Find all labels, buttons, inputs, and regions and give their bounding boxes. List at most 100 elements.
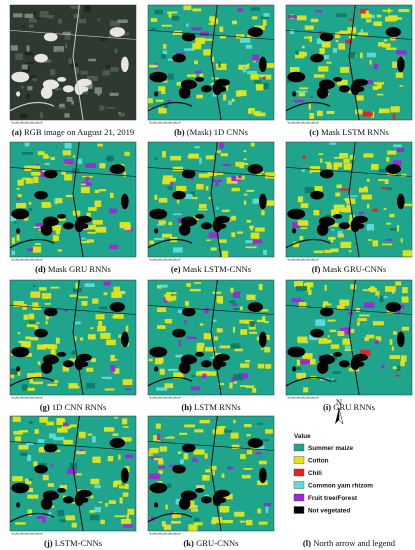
field-patch (242, 66, 247, 73)
field-patch (377, 42, 385, 47)
field-patch (389, 355, 400, 360)
field-patch (27, 454, 32, 461)
field-patch (28, 478, 33, 481)
field-patch (217, 297, 224, 304)
field-patch (244, 424, 252, 428)
field-patch (230, 287, 234, 293)
field-patch (47, 383, 58, 386)
field-patch (194, 429, 204, 433)
field-patch (157, 481, 163, 485)
field-patch (329, 329, 337, 333)
field-patch (392, 113, 396, 121)
panel-letter: (c) (309, 127, 319, 137)
settlement (178, 361, 191, 374)
field-patch (155, 358, 163, 365)
field-patch (233, 307, 242, 310)
field-patch (342, 338, 352, 345)
field-patch (210, 356, 217, 359)
field-patch (165, 504, 168, 510)
field-patch (216, 328, 223, 333)
field-patch (21, 177, 30, 180)
field-patch (261, 210, 265, 216)
field-patch (234, 511, 245, 517)
field-patch (97, 143, 103, 147)
field-patch (109, 208, 117, 214)
field-patch (335, 192, 341, 197)
field-patch (95, 314, 105, 320)
field-patch (263, 74, 272, 80)
field-patch (246, 433, 251, 437)
field-patch (32, 302, 39, 308)
field-patch (12, 416, 21, 422)
settlement (149, 346, 168, 358)
field-patch (297, 196, 304, 203)
settlement (154, 228, 159, 234)
field-patch (16, 197, 20, 201)
legend-swatch (293, 468, 305, 477)
panel-caption: (d) Mask GRU RNNs (35, 264, 111, 274)
field-patch (296, 90, 308, 93)
settlement (62, 85, 74, 93)
field-patch (202, 373, 207, 379)
field-patch (149, 447, 159, 453)
field-patch (299, 235, 304, 241)
field-patch (101, 376, 112, 380)
field-patch (33, 284, 36, 287)
field-patch (162, 233, 172, 238)
field-patch (396, 148, 405, 153)
field-patch (23, 215, 29, 221)
field-patch (41, 201, 51, 208)
field-patch (219, 345, 231, 349)
field-patch (10, 368, 18, 375)
field-patch (21, 384, 28, 391)
settlement (11, 346, 30, 358)
road (9, 441, 137, 451)
settlement (215, 215, 230, 224)
settlement (178, 86, 191, 99)
field-patch (212, 319, 217, 322)
field-patch (310, 95, 313, 98)
field-patch (171, 16, 180, 21)
field-patch (292, 222, 301, 228)
field-patch (243, 200, 247, 205)
field-patch (301, 45, 305, 49)
field-patch (245, 246, 257, 249)
settlement (11, 208, 30, 220)
field-patch (106, 339, 116, 346)
field-patch (25, 387, 35, 391)
settlement (247, 27, 264, 37)
field-patch (64, 174, 72, 181)
field-patch (198, 208, 208, 211)
settlement (77, 223, 89, 230)
field-patch (86, 239, 95, 243)
north-arrow (338, 407, 344, 425)
field-patch (247, 70, 258, 75)
field-patch (170, 510, 174, 515)
panel-text: RGB image on August 21, 2019 (24, 127, 134, 137)
field-patch (37, 439, 45, 445)
field-patch (122, 426, 129, 428)
panel-text: (Mask) 1D CNNs (187, 127, 249, 137)
field-patch (125, 325, 129, 332)
field-patch (196, 485, 205, 490)
settlement (121, 193, 129, 210)
field-patch (385, 16, 396, 22)
field-patch (56, 50, 64, 53)
road (348, 4, 360, 121)
field-patch (79, 449, 84, 452)
field-patch (333, 164, 338, 171)
field-patch (76, 451, 86, 455)
river (9, 238, 55, 249)
north-label: N (336, 397, 343, 407)
field-patch (155, 99, 164, 102)
settlement (333, 214, 343, 219)
field-patch (20, 341, 31, 348)
field-patch (337, 230, 343, 235)
settlement (34, 464, 48, 474)
field-patch (156, 434, 161, 441)
field-patch (110, 67, 119, 72)
settlement (215, 497, 227, 504)
field-patch (255, 227, 265, 232)
field-patch (196, 345, 204, 352)
field-patch (49, 433, 56, 439)
